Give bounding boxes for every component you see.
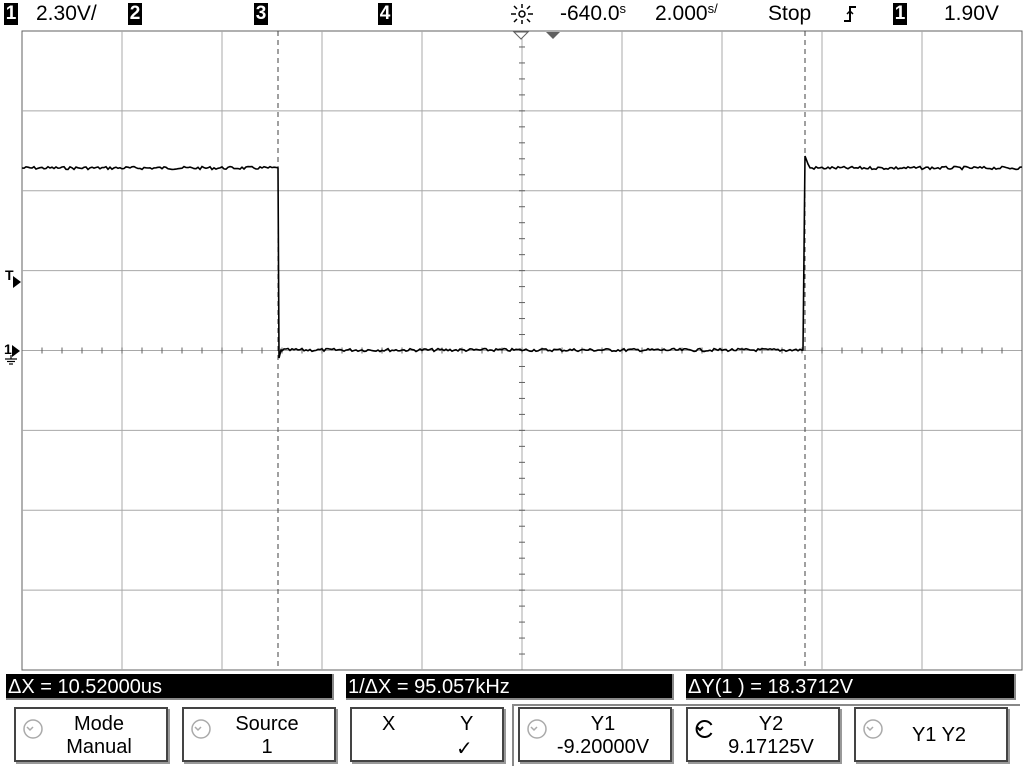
delay-marker xyxy=(546,32,560,39)
mode-value: Manual xyxy=(66,736,132,758)
channel-2-indicator[interactable]: 2 xyxy=(128,3,142,25)
knob-icon xyxy=(23,719,43,739)
y1-softkey[interactable]: Y1 -9.20000V xyxy=(518,707,672,762)
inverse-delta-x-measurement: 1/ΔX = 95.057kHz xyxy=(346,674,674,700)
trigger-source-indicator[interactable]: 1 xyxy=(893,3,907,25)
ground-icon xyxy=(5,355,17,365)
knob-icon xyxy=(527,719,547,739)
channel-1-ground-label: 1 xyxy=(4,341,12,357)
channel-1-scale[interactable]: 2.30V/ xyxy=(36,2,97,25)
y-selected-check-icon: ✓ xyxy=(456,736,473,760)
time-delay-value: -640.0 xyxy=(560,2,620,25)
mode-label: Mode xyxy=(73,713,125,735)
knob-icon xyxy=(863,719,883,739)
channel-1-trace xyxy=(21,155,1023,359)
y1-label: Y1 xyxy=(590,713,616,735)
time-scale-unit: s/ xyxy=(707,1,718,16)
y2-softkey[interactable]: Y2 9.17125V xyxy=(686,707,840,762)
knob-icon xyxy=(191,719,211,739)
xy-softkey[interactable]: X Y ✓ xyxy=(350,707,504,762)
delta-y-measurement: ΔY(1 ) = 18.3712V xyxy=(686,674,1016,700)
source-label: Source xyxy=(235,713,299,735)
waveform-display xyxy=(21,30,1023,671)
channel-3-indicator[interactable]: 3 xyxy=(254,3,268,25)
y2-label: Y2 xyxy=(758,713,784,735)
run-state[interactable]: Stop xyxy=(768,2,812,25)
x-option-label: X xyxy=(382,713,396,735)
cursor-softkey-group xyxy=(512,704,1020,766)
active-knob-icon xyxy=(695,720,713,738)
trigger-level-marker-label: T xyxy=(5,267,14,283)
trigger-level-readout[interactable]: 1.90V xyxy=(944,2,999,25)
horizontal-delay-icon xyxy=(511,4,533,24)
y1-value: -9.20000V xyxy=(556,736,650,758)
time-delay-readout[interactable]: -640.0s xyxy=(560,2,626,26)
y-option-label: Y xyxy=(460,713,474,735)
mode-softkey[interactable]: Mode Manual xyxy=(14,707,168,762)
channel-4-indicator[interactable]: 4 xyxy=(378,3,392,25)
status-bar: 1 2.30V/ 2 3 4 -640.0s 2.000s/ Stop 1 1.… xyxy=(0,0,1024,28)
time-delay-unit: s xyxy=(619,1,627,16)
trigger-slope-icon xyxy=(844,6,856,22)
graticule xyxy=(22,31,1022,670)
source-softkey[interactable]: Source 1 xyxy=(182,707,336,762)
channel-arrow-icon xyxy=(12,345,20,357)
trigger-time-marker xyxy=(512,31,530,40)
trigger-level-marker[interactable]: T xyxy=(4,268,22,290)
channel-1-indicator[interactable]: 1 xyxy=(4,3,18,25)
y2-value: 9.17125V xyxy=(728,736,814,758)
trigger-arrow-icon xyxy=(13,276,21,288)
time-scale-value: 2.000 xyxy=(655,2,708,25)
center-axis-ticks xyxy=(21,30,1023,671)
delta-x-measurement: ΔX = 10.52000us xyxy=(6,674,334,700)
y1-y2-softkey[interactable]: Y1 Y2 xyxy=(854,707,1008,762)
source-value: 1 xyxy=(261,736,273,758)
y1-y2-label: Y1 Y2 xyxy=(911,724,967,746)
channel-1-ground-marker[interactable]: 1 xyxy=(2,342,22,366)
time-scale-readout[interactable]: 2.000s/ xyxy=(655,2,718,26)
